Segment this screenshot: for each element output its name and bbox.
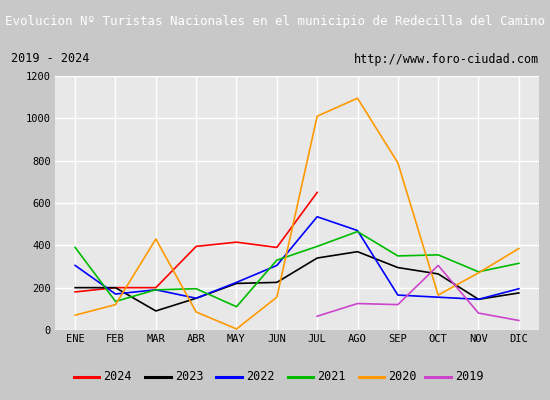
Text: 2024: 2024: [103, 370, 132, 384]
Text: 2022: 2022: [246, 370, 274, 384]
Text: Evolucion Nº Turistas Nacionales en el municipio de Redecilla del Camino: Evolucion Nº Turistas Nacionales en el m…: [5, 14, 545, 28]
Text: 2019 - 2024: 2019 - 2024: [11, 52, 89, 66]
Text: 2021: 2021: [317, 370, 345, 384]
Text: 2023: 2023: [175, 370, 203, 384]
Text: 2019: 2019: [455, 370, 483, 384]
Text: http://www.foro-ciudad.com: http://www.foro-ciudad.com: [354, 52, 539, 66]
Text: 2020: 2020: [388, 370, 416, 384]
